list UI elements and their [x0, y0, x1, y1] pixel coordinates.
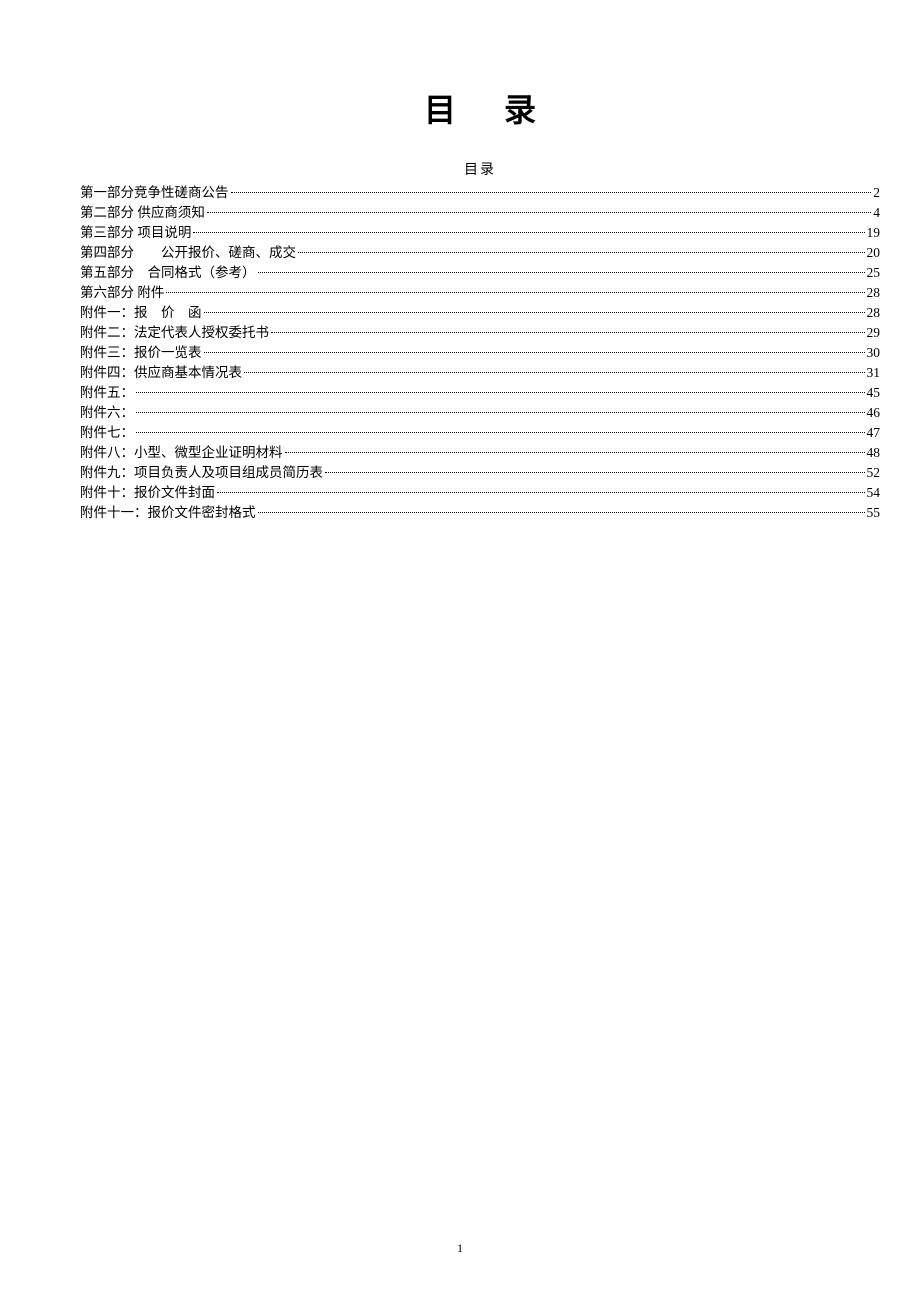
toc-label: 附件六：: [80, 403, 134, 423]
toc-label: 附件十一：报价文件密封格式: [80, 503, 256, 523]
toc-entry: 附件十：报价文件封面 54: [80, 483, 880, 503]
toc-label: 第二部分 供应商须知: [80, 203, 205, 223]
toc-entry: 第四部分 公开报价、磋商、成交 20: [80, 243, 880, 263]
toc-page-number: 25: [867, 263, 881, 283]
toc-page-number: 29: [867, 323, 881, 343]
toc-entry: 附件四：供应商基本情况表 31: [80, 363, 880, 383]
toc-label: 附件一：报 价 函: [80, 303, 202, 323]
toc-label: 附件九：项目负责人及项目组成员简历表: [80, 463, 323, 483]
toc-page-number: 31: [867, 363, 881, 383]
toc-page-number: 2: [873, 183, 880, 203]
toc-entry: 附件三：报价一览表 30: [80, 343, 880, 363]
toc-leader-dots: [325, 472, 865, 473]
toc-label: 第五部分 合同格式（参考）: [80, 263, 256, 283]
toc-leader-dots: [136, 392, 865, 393]
toc-entry: 附件七： 47: [80, 423, 880, 443]
toc-label: 第六部分 附件: [80, 283, 164, 303]
toc-page-number: 20: [867, 243, 881, 263]
toc-entry: 附件五： 45: [80, 383, 880, 403]
toc-page-number: 52: [867, 463, 881, 483]
toc-label: 第四部分 公开报价、磋商、成交: [80, 243, 296, 263]
toc-page-number: 28: [867, 283, 881, 303]
toc-leader-dots: [271, 332, 865, 333]
toc-label: 第三部分 项目说明: [80, 223, 191, 243]
sub-title: 目录: [80, 159, 880, 179]
toc-leader-dots: [136, 432, 865, 433]
toc-page-number: 4: [873, 203, 880, 223]
toc-page-number: 45: [867, 383, 881, 403]
toc-leader-dots: [244, 372, 865, 373]
toc-page-number: 19: [867, 223, 881, 243]
toc-entry: 附件六： 46: [80, 403, 880, 423]
toc-page-number: 47: [867, 423, 881, 443]
toc-leader-dots: [258, 512, 865, 513]
toc-leader-dots: [136, 412, 865, 413]
toc-label: 附件八：小型、微型企业证明材料: [80, 443, 283, 463]
toc-leader-dots: [217, 492, 865, 493]
toc-page-number: 48: [867, 443, 881, 463]
toc-entry: 附件八：小型、微型企业证明材料 48: [80, 443, 880, 463]
toc-label: 附件四：供应商基本情况表: [80, 363, 242, 383]
toc-leader-dots: [207, 212, 871, 213]
toc-entry: 附件十一：报价文件密封格式 55: [80, 503, 880, 523]
toc-label: 附件五：: [80, 383, 134, 403]
toc-label: 附件七：: [80, 423, 134, 443]
toc-leader-dots: [166, 292, 864, 293]
toc-entry: 第一部分竞争性磋商公告 2: [80, 183, 880, 203]
toc-entry: 附件二：法定代表人授权委托书 29: [80, 323, 880, 343]
toc-leader-dots: [204, 352, 865, 353]
toc-leader-dots: [204, 312, 865, 313]
page-number: 1: [0, 1241, 920, 1256]
toc-page-number: 28: [867, 303, 881, 323]
toc-entry: 第六部分 附件 28: [80, 283, 880, 303]
toc-label: 附件十：报价文件封面: [80, 483, 215, 503]
toc-label: 附件二：法定代表人授权委托书: [80, 323, 269, 343]
toc-label: 附件三：报价一览表: [80, 343, 202, 363]
toc-leader-dots: [193, 232, 864, 233]
toc-leader-dots: [258, 272, 865, 273]
toc-entry: 第五部分 合同格式（参考） 25: [80, 263, 880, 283]
toc-entry: 附件九：项目负责人及项目组成员简历表 52: [80, 463, 880, 483]
toc-entry: 第三部分 项目说明 19: [80, 223, 880, 243]
toc-entry: 附件一：报 价 函 28: [80, 303, 880, 323]
toc-entry: 第二部分 供应商须知 4: [80, 203, 880, 223]
toc-list: 第一部分竞争性磋商公告2第二部分 供应商须知4第三部分 项目说明19第四部分 公…: [80, 183, 880, 523]
document-page: 目录 目录 第一部分竞争性磋商公告 2 第二部分 供应商须知 4 第三部分 项目说明 19…: [0, 0, 920, 563]
toc-leader-dots: [285, 452, 865, 453]
toc-page-number: 54: [867, 483, 881, 503]
toc-leader-dots: [298, 252, 865, 253]
main-title: 目录: [80, 85, 880, 131]
toc-page-number: 46: [867, 403, 881, 423]
toc-page-number: 55: [867, 503, 881, 523]
toc-label: 第一部分竞争性磋商公告: [80, 183, 229, 203]
toc-page-number: 30: [867, 343, 881, 363]
toc-leader-dots: [231, 192, 872, 193]
